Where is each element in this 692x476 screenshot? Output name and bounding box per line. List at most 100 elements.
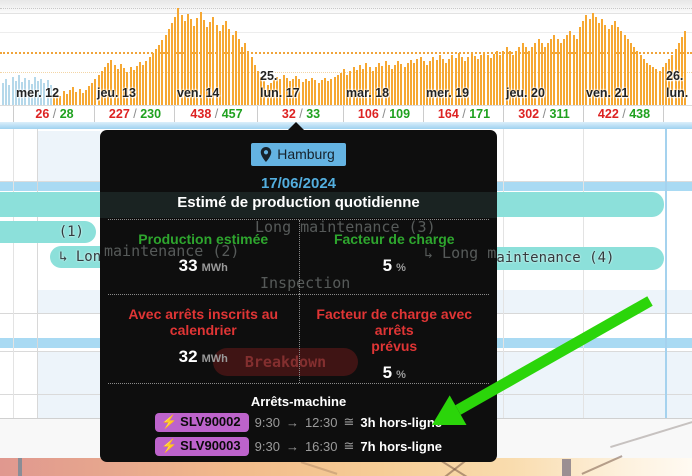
forecast-bar[interactable] bbox=[145, 61, 148, 105]
forecast-bar[interactable] bbox=[132, 70, 135, 105]
forecast-bar[interactable] bbox=[639, 55, 642, 105]
forecast-bar[interactable] bbox=[94, 79, 97, 105]
forecast-bar[interactable] bbox=[257, 71, 259, 105]
forecast-bar[interactable] bbox=[461, 57, 463, 105]
forecast-bar[interactable] bbox=[381, 66, 384, 105]
forecast-bar[interactable] bbox=[572, 35, 575, 105]
location-badge[interactable]: Hamburg bbox=[251, 143, 346, 166]
forecast-bar[interactable] bbox=[365, 63, 368, 105]
forecast-bar[interactable] bbox=[59, 96, 62, 105]
forecast-bar[interactable] bbox=[196, 18, 199, 105]
forecast-bar[interactable] bbox=[531, 47, 534, 105]
forecast-bar[interactable] bbox=[304, 79, 307, 105]
forecast-bar[interactable] bbox=[441, 59, 444, 105]
forecast-bar[interactable] bbox=[623, 35, 626, 105]
forecast-bar[interactable] bbox=[135, 66, 138, 105]
forecast-bar[interactable] bbox=[645, 63, 648, 105]
forecast-bar[interactable] bbox=[547, 43, 550, 105]
forecast-bar[interactable] bbox=[215, 25, 218, 105]
forecast-bar[interactable] bbox=[129, 67, 132, 105]
forecast-bar[interactable] bbox=[298, 79, 301, 105]
forecast-bar[interactable] bbox=[566, 35, 569, 105]
forecast-bar[interactable] bbox=[502, 51, 505, 105]
forecast-bar[interactable] bbox=[269, 83, 272, 105]
forecast-bar[interactable] bbox=[56, 93, 59, 105]
forecast-bar[interactable] bbox=[97, 75, 100, 105]
forecast-bar[interactable] bbox=[492, 54, 495, 105]
forecast-bar[interactable] bbox=[2, 83, 4, 105]
forecast-bar[interactable] bbox=[263, 81, 266, 105]
forecast-bar[interactable] bbox=[244, 43, 247, 105]
forecast-bar[interactable] bbox=[231, 35, 234, 105]
forecast-bar[interactable] bbox=[473, 56, 476, 105]
forecast-bar[interactable] bbox=[88, 86, 91, 105]
forecast-bar[interactable] bbox=[521, 43, 524, 105]
forecast-bar[interactable] bbox=[266, 85, 269, 105]
forecast-bar[interactable] bbox=[601, 19, 604, 105]
forecast-bar[interactable] bbox=[454, 58, 457, 105]
forecast-bar[interactable] bbox=[285, 78, 288, 105]
forecast-bar[interactable] bbox=[534, 43, 537, 105]
forecast-bar[interactable] bbox=[540, 43, 543, 105]
forecast-bar[interactable] bbox=[68, 90, 71, 105]
forecast-bar[interactable] bbox=[14, 81, 17, 105]
forecast-bar[interactable] bbox=[62, 91, 65, 105]
forecast-bar[interactable] bbox=[65, 94, 68, 105]
forecast-bar[interactable] bbox=[46, 80, 49, 105]
forecast-bar[interactable] bbox=[174, 17, 177, 105]
forecast-bar[interactable] bbox=[49, 85, 52, 105]
forecast-bar[interactable] bbox=[674, 49, 677, 105]
forecast-bar[interactable] bbox=[72, 87, 75, 105]
forecast-bar[interactable] bbox=[295, 76, 298, 105]
forecast-bar[interactable] bbox=[158, 45, 161, 105]
forecast-bar[interactable] bbox=[649, 65, 652, 105]
forecast-bars[interactable] bbox=[2, 0, 687, 105]
forecast-bar[interactable] bbox=[397, 61, 400, 105]
forecast-bar[interactable] bbox=[604, 25, 607, 105]
forecast-bar[interactable] bbox=[524, 47, 527, 105]
forecast-bar[interactable] bbox=[151, 53, 154, 105]
forecast-bar[interactable] bbox=[614, 21, 616, 105]
gantt-bar-count-1[interactable]: (1) bbox=[0, 221, 96, 243]
forecast-bar[interactable] bbox=[610, 25, 613, 105]
forecast-bar[interactable] bbox=[617, 27, 620, 105]
forecast-bar[interactable] bbox=[123, 68, 126, 105]
forecast-bar[interactable] bbox=[652, 67, 655, 105]
forecast-bar[interactable] bbox=[343, 69, 346, 105]
forecast-bar[interactable] bbox=[508, 51, 511, 105]
forecast-bar[interactable] bbox=[665, 63, 667, 105]
forecast-bar[interactable] bbox=[355, 70, 358, 105]
forecast-bar[interactable] bbox=[480, 55, 483, 105]
forecast-bar[interactable] bbox=[489, 58, 492, 105]
forecast-bar[interactable] bbox=[419, 57, 422, 105]
forecast-bar[interactable] bbox=[190, 19, 193, 105]
forecast-bar[interactable] bbox=[339, 73, 342, 105]
forecast-bar[interactable] bbox=[505, 47, 508, 105]
forecast-bar[interactable] bbox=[225, 21, 228, 105]
forecast-bar[interactable] bbox=[425, 65, 428, 105]
forecast-bar[interactable] bbox=[553, 35, 556, 105]
forecast-bar[interactable] bbox=[518, 47, 521, 105]
forecast-bar[interactable] bbox=[33, 77, 36, 105]
forecast-bar[interactable] bbox=[241, 47, 244, 105]
forecast-bar[interactable] bbox=[104, 67, 106, 105]
forecast-bar[interactable] bbox=[346, 75, 349, 105]
forecast-bar[interactable] bbox=[40, 79, 43, 105]
forecast-bar[interactable] bbox=[476, 59, 479, 105]
forecast-bar[interactable] bbox=[21, 82, 24, 105]
forecast-bar[interactable] bbox=[276, 77, 279, 105]
forecast-bar[interactable] bbox=[556, 39, 559, 105]
forecast-bar[interactable] bbox=[53, 97, 55, 105]
forecast-bar[interactable] bbox=[17, 75, 20, 105]
forecast-bar[interactable] bbox=[199, 12, 202, 105]
forecast-bar[interactable] bbox=[193, 26, 196, 105]
forecast-bar[interactable] bbox=[155, 49, 157, 105]
forecast-bar[interactable] bbox=[237, 39, 240, 105]
forecast-bar[interactable] bbox=[464, 61, 467, 105]
forecast-bar[interactable] bbox=[496, 51, 499, 105]
forecast-bar[interactable] bbox=[282, 75, 285, 105]
forecast-bar[interactable] bbox=[81, 93, 84, 105]
forecast-bar[interactable] bbox=[486, 55, 489, 105]
forecast-bar[interactable] bbox=[626, 39, 629, 105]
forecast-bar[interactable] bbox=[620, 31, 623, 105]
